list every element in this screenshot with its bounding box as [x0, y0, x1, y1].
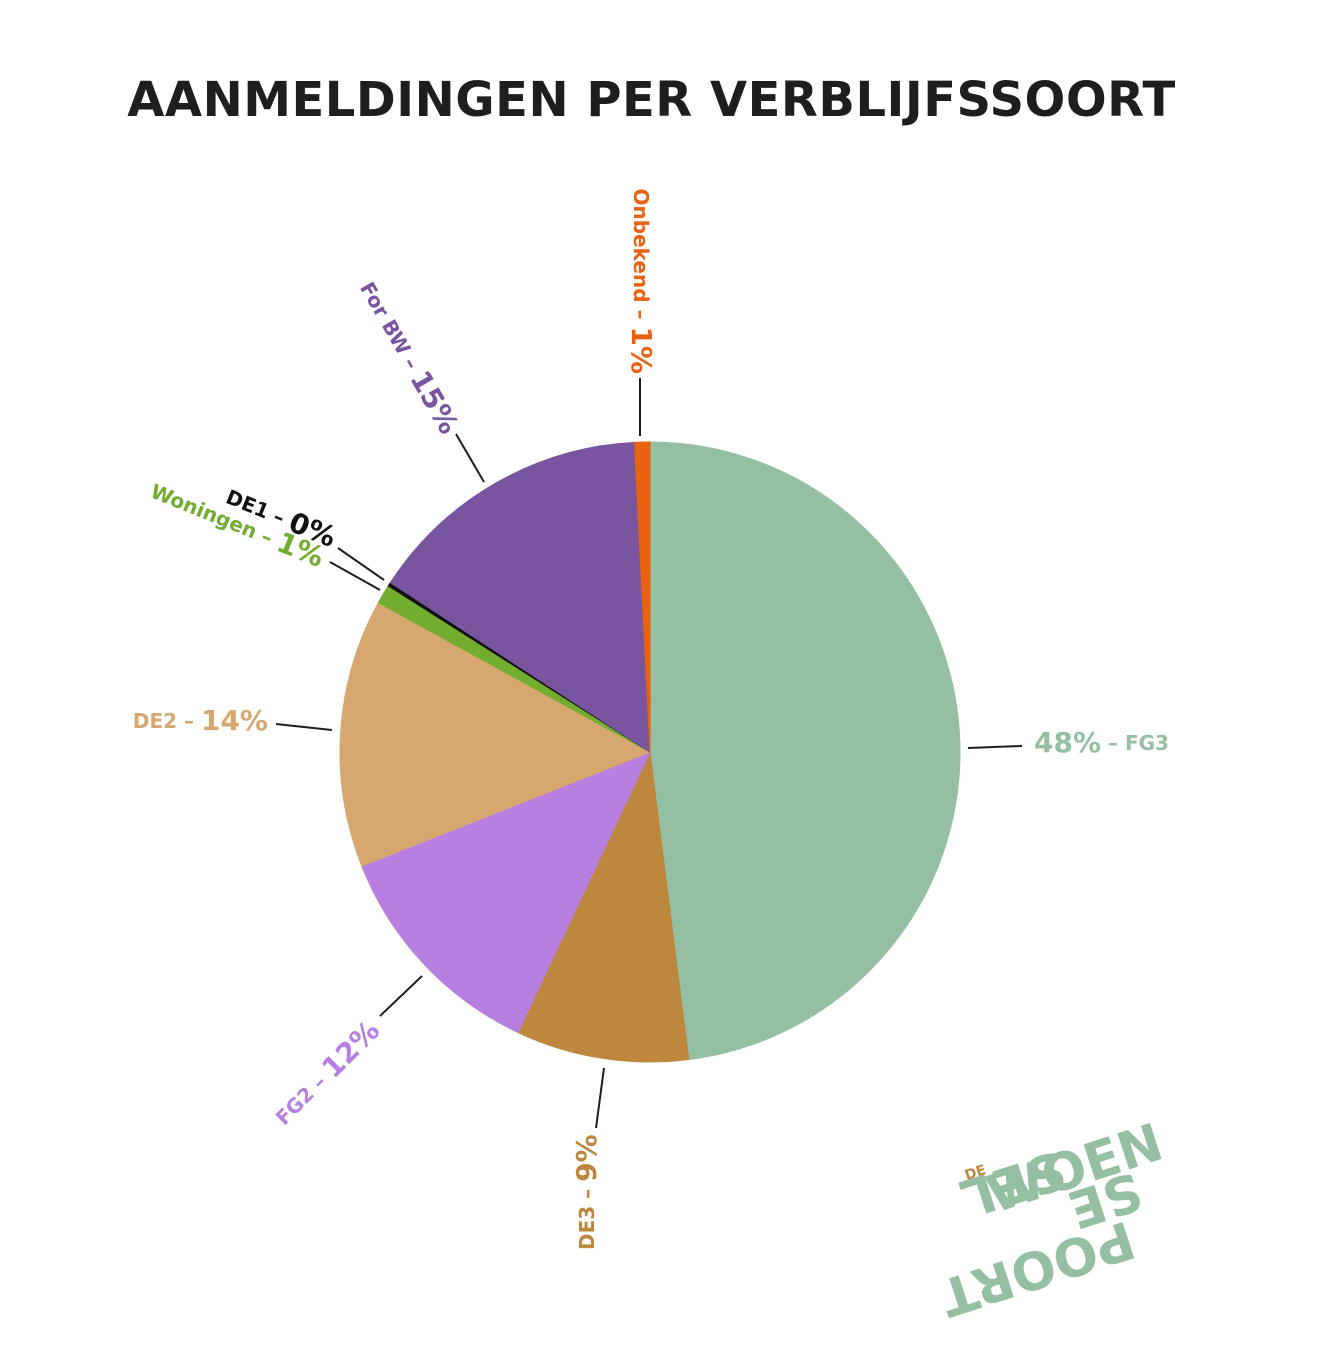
leader-line — [337, 547, 385, 581]
leader-line — [455, 433, 485, 483]
svg-text:POORT: POORT — [933, 1208, 1142, 1327]
svg-text:SEL: SEL — [953, 1138, 1072, 1228]
pie-slice-de3 — [517, 750, 690, 1063]
slice-label-fg3: 48% – FG3 — [1034, 726, 1169, 759]
leader-line — [329, 561, 381, 591]
leader-line — [275, 723, 333, 731]
chart-title: AANMELDINGEN PER VERBLIJFSSOORT — [127, 72, 1176, 128]
leader-line — [595, 1067, 605, 1129]
slice-label-de3: DE3 – 9% — [570, 1134, 603, 1250]
slice-label-onbekend: Onbekend – 1% — [625, 189, 658, 375]
leader-line — [967, 745, 1023, 749]
pie-slice-onbekend — [633, 441, 651, 753]
pie-slice-fg3 — [649, 441, 961, 1061]
slice-label-de2: DE2 – 14% — [133, 704, 268, 737]
pie-slice-fg2 — [361, 751, 651, 1034]
pie-slice-de2 — [339, 601, 652, 867]
pie-slice-for-bw — [389, 441, 651, 753]
svg-text:DE: DE — [963, 1162, 988, 1184]
leader-line — [379, 975, 423, 1017]
